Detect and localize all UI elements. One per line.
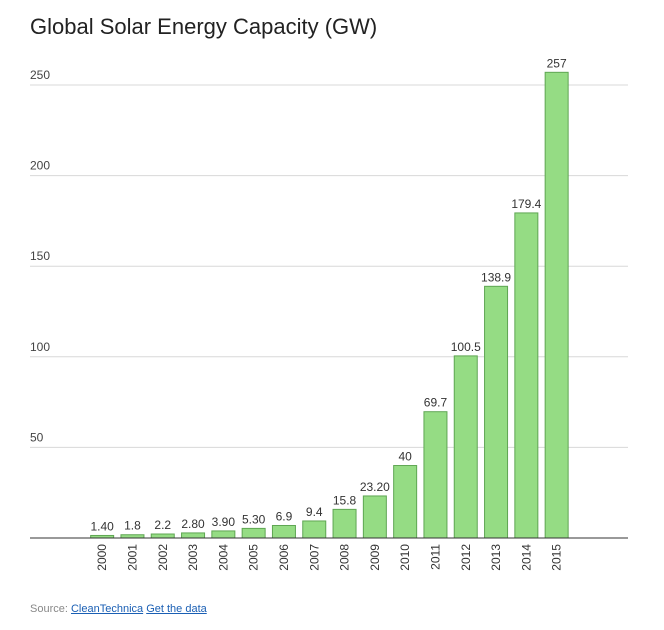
x-tick-label: 2005 — [247, 544, 261, 571]
bars — [90, 71, 569, 539]
x-tick-label: 2009 — [368, 544, 382, 571]
data-label: 179.4 — [511, 197, 541, 211]
bar — [302, 520, 327, 539]
data-label: 6.9 — [276, 509, 293, 523]
x-tick-label: 2015 — [550, 544, 564, 571]
x-tick-label: 2013 — [489, 544, 503, 571]
bar-chart: 1.40 1.8 2.2 2.80 3.90 5.30 6.9 9.4 15.823.20 40 6… — [30, 56, 628, 571]
bar — [423, 411, 448, 539]
y-axis: 50 100 150 200 250 — [30, 68, 50, 444]
x-tick-label: 2014 — [519, 544, 533, 571]
y-tick-label: 150 — [30, 249, 50, 263]
source-prefix: Source: — [30, 603, 68, 615]
data-label: 2.2 — [154, 518, 171, 532]
x-tick-label: 2012 — [459, 544, 473, 571]
source-line: Source: CleanTechnica Get the data — [30, 603, 207, 615]
x-tick-label: 2000 — [95, 544, 109, 571]
bar — [211, 530, 236, 539]
data-labels: 1.40 1.8 2.2 2.80 3.90 5.30 6.9 9.4 15.823.20 40 6… — [90, 56, 567, 533]
y-tick-label: 50 — [30, 430, 44, 444]
x-tick-label: 2003 — [186, 544, 200, 571]
x-axis: 2000 2001 2002 2003 2004 2005 2006 2007 2008 2009… — [30, 537, 628, 571]
x-tick-label: 2002 — [156, 544, 170, 571]
x-tick-label: 2001 — [125, 544, 139, 571]
bar — [362, 495, 387, 539]
data-label: 15.8 — [333, 493, 357, 507]
data-label: 9.4 — [306, 505, 323, 519]
bar — [150, 533, 175, 539]
x-tick-label: 2007 — [307, 544, 321, 571]
bar — [514, 212, 539, 539]
source-link[interactable]: CleanTechnica — [70, 603, 144, 615]
bar — [271, 524, 296, 539]
data-label: 100.5 — [451, 340, 481, 354]
data-label: 257 — [547, 56, 567, 70]
data-label: 69.7 — [424, 396, 448, 410]
x-tick-label: 2011 — [428, 544, 442, 570]
bar — [241, 527, 266, 539]
data-label: 23.20 — [360, 480, 390, 494]
bar — [544, 71, 569, 539]
data-label: 2.80 — [181, 517, 205, 531]
chart-title: Global Solar Energy Capacity (GW) — [30, 14, 378, 39]
x-tick-label: 2004 — [216, 544, 230, 571]
data-label: 1.40 — [90, 519, 114, 533]
x-tick-label: 2006 — [277, 544, 291, 571]
y-tick-label: 100 — [30, 340, 50, 354]
y-tick-label: 200 — [30, 159, 50, 173]
get-data-link[interactable]: Get the data — [146, 603, 207, 615]
data-label: 40 — [398, 450, 412, 464]
bar — [393, 465, 418, 539]
data-label: 138.9 — [481, 270, 511, 284]
x-tick-label: 2010 — [398, 544, 412, 571]
data-label: 3.90 — [212, 515, 236, 529]
bar — [484, 285, 509, 539]
bar — [453, 355, 478, 539]
data-label: 1.8 — [124, 519, 141, 533]
bar — [332, 508, 357, 539]
x-tick-label: 2008 — [338, 544, 352, 571]
bar — [181, 532, 206, 539]
data-label: 5.30 — [242, 512, 266, 526]
y-tick-label: 250 — [30, 68, 50, 82]
